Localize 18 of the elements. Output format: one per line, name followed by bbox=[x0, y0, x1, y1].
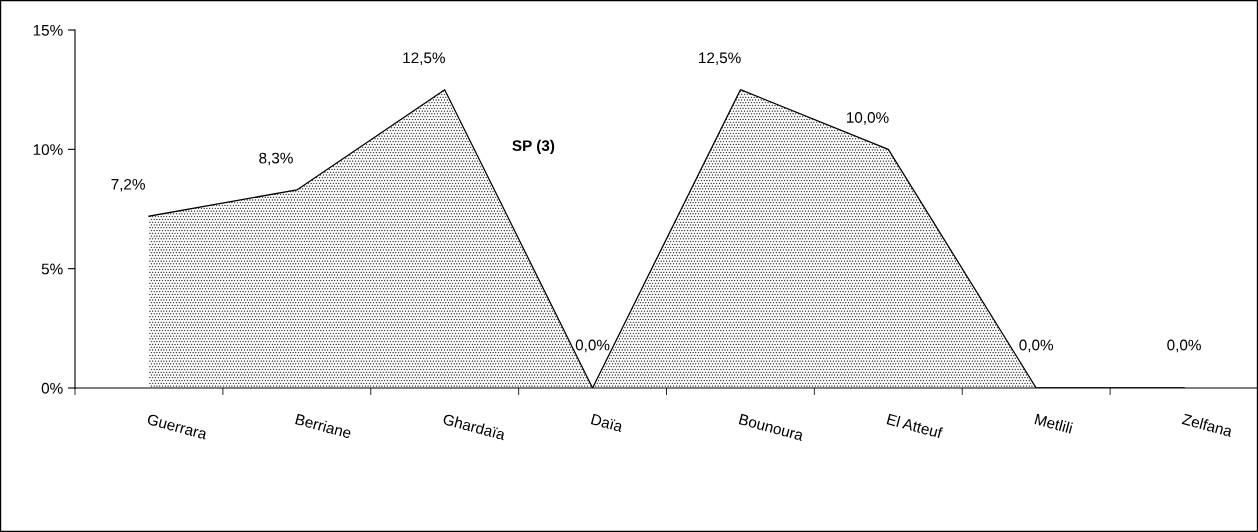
data-label: 12,5% bbox=[403, 52, 445, 66]
y-tick-label: 5% bbox=[41, 263, 63, 275]
y-tick-label: 15% bbox=[33, 24, 63, 36]
text: SP (3) bbox=[512, 139, 555, 155]
x-tick-label: Berriane bbox=[295, 413, 352, 439]
x-tick-label: Zelfana bbox=[1181, 413, 1234, 438]
data-label: 0,0% bbox=[1167, 339, 1201, 353]
data-label: 10,0% bbox=[846, 112, 889, 125]
y-tick-label: 10% bbox=[33, 144, 63, 156]
data-label: 12,5% bbox=[699, 52, 741, 66]
data-label: 8,3% bbox=[259, 152, 293, 166]
x-tick-label: El Atteuf bbox=[886, 413, 944, 439]
x-tick-label: Daïa bbox=[590, 413, 624, 433]
data-label: 7,2% bbox=[111, 178, 145, 192]
y-tick-label: 0% bbox=[41, 382, 63, 394]
x-tick-label: Metlili bbox=[1034, 413, 1073, 434]
data-label: 0,0% bbox=[575, 339, 610, 353]
data-label: 0,0% bbox=[1019, 339, 1054, 353]
